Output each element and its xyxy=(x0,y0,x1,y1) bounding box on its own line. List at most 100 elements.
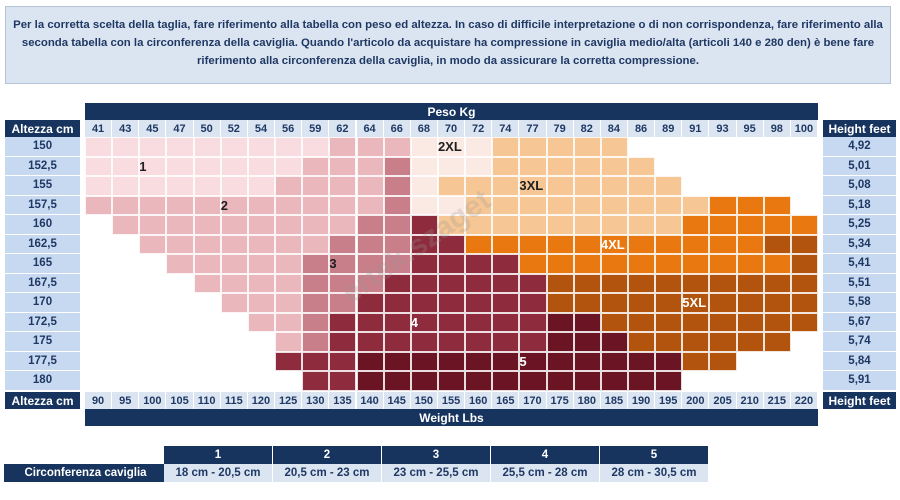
kg-tick: 95 xyxy=(736,120,764,137)
grid-cell xyxy=(139,254,167,274)
grid-cell xyxy=(709,176,737,196)
altezza-header-bottom: Altezza cm xyxy=(5,392,80,409)
grid-cell xyxy=(275,195,303,215)
grid-cell xyxy=(519,137,547,157)
grid-cell xyxy=(139,137,167,157)
kg-tick: 62 xyxy=(329,120,357,137)
grid-cell xyxy=(655,156,683,176)
grid-cell xyxy=(383,215,411,235)
grid-cell xyxy=(709,332,737,352)
grid-cell xyxy=(437,234,466,254)
grid-cell xyxy=(166,254,194,274)
ankle-size-3: 3 xyxy=(381,446,491,464)
grid-cell xyxy=(329,195,357,215)
grid-cell xyxy=(275,371,303,391)
grid-cell xyxy=(112,156,140,176)
grid-cell xyxy=(383,156,411,176)
grid-cell xyxy=(329,371,357,391)
grid-cell xyxy=(383,195,411,215)
grid-cell xyxy=(546,273,574,293)
feet-tick: 5,91 xyxy=(823,371,896,391)
kg-tick: 93 xyxy=(709,120,737,137)
grid-cell xyxy=(709,215,737,235)
grid-cell xyxy=(655,137,683,157)
grid-cell xyxy=(763,156,791,176)
grid-cell xyxy=(220,234,248,254)
cm-tick: 160 xyxy=(5,215,80,235)
lbs-tick: 95 xyxy=(112,392,140,409)
lbs-tick: 130 xyxy=(302,392,330,409)
grid-cell xyxy=(709,293,737,313)
ankle-value-2: 20,5 cm - 23 cm xyxy=(272,464,382,482)
grid-cell xyxy=(628,293,656,313)
grid-cell xyxy=(193,332,221,352)
grid-cell xyxy=(275,215,303,235)
grid-cell xyxy=(492,371,520,391)
grid-cell xyxy=(790,332,819,352)
ankle-size-4: 4 xyxy=(490,446,600,464)
grid-cell xyxy=(437,195,466,215)
grid-cell xyxy=(247,312,276,332)
grid-cell xyxy=(763,371,791,391)
grid-cell xyxy=(85,254,113,274)
ankle-value-1: 18 cm - 20,5 cm xyxy=(164,464,273,482)
grid-cell xyxy=(600,273,628,293)
grid-cell xyxy=(763,137,791,157)
grid-cell xyxy=(736,137,764,157)
size-label-2: 2 xyxy=(220,197,228,213)
grid-cell xyxy=(437,254,466,274)
ankle-value-4: 25,5 cm - 28 cm xyxy=(490,464,600,482)
grid-cell xyxy=(546,371,574,391)
grid-cell xyxy=(247,234,276,254)
grid-cell xyxy=(112,215,140,235)
grid-cell xyxy=(465,293,493,313)
grid-cell xyxy=(736,293,764,313)
grid-cell xyxy=(139,176,167,196)
grid-cell xyxy=(383,371,411,391)
grid-cell xyxy=(437,176,466,196)
grid-cell xyxy=(112,351,140,371)
size-label-4xl: 4XL xyxy=(600,236,625,252)
grid-cell xyxy=(383,273,411,293)
grid-cell xyxy=(709,195,737,215)
grid-cell xyxy=(736,332,764,352)
kg-tick: 84 xyxy=(600,120,628,137)
kg-tick: 47 xyxy=(166,120,194,137)
cm-tick: 172,5 xyxy=(5,312,80,332)
grid-cell xyxy=(410,293,438,313)
peso-header: Peso Kg xyxy=(85,103,818,120)
grid-cell xyxy=(139,312,167,332)
grid-cell xyxy=(193,137,221,157)
kg-tick: 70 xyxy=(437,120,466,137)
grid-cell xyxy=(85,195,113,215)
grid-cell xyxy=(628,195,656,215)
kg-tick: 72 xyxy=(465,120,493,137)
size-label-2xl: 2XL xyxy=(437,139,462,154)
grid-cell xyxy=(790,234,819,254)
ankle-table: 1 2 3 4 5 Circonferenza caviglia 18 cm -… xyxy=(4,446,709,482)
cm-tick: 155 xyxy=(5,176,80,196)
lbs-tick: 200 xyxy=(682,392,710,409)
lbs-tick: 175 xyxy=(546,392,574,409)
grid-cell xyxy=(356,176,384,196)
grid-cell xyxy=(736,215,764,235)
grid-cell xyxy=(112,293,140,313)
grid-cell xyxy=(275,273,303,293)
grid-cell xyxy=(437,137,466,157)
grid-cell xyxy=(546,156,574,176)
grid-cell xyxy=(573,273,601,293)
grid-cell xyxy=(247,156,276,176)
grid-cell xyxy=(763,215,791,235)
grid-cell xyxy=(220,156,248,176)
grid-cell xyxy=(736,371,764,391)
grid-cell xyxy=(655,215,683,235)
lbs-tick: 145 xyxy=(383,392,411,409)
grid-cell xyxy=(628,234,656,254)
grid-cell xyxy=(709,254,737,274)
grid-cell xyxy=(519,234,547,254)
grid-cell xyxy=(682,176,710,196)
grid-cell xyxy=(628,332,656,352)
grid-cell xyxy=(655,176,683,196)
grid-cell xyxy=(356,156,384,176)
grid-cell xyxy=(166,293,194,313)
